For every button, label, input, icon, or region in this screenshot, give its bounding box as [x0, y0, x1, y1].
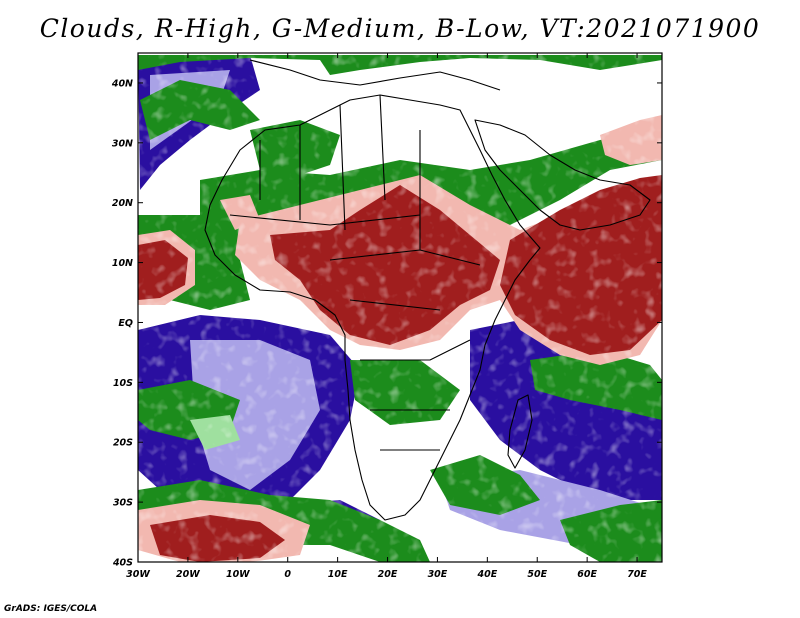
- africa-coastline: [204, 94, 541, 521]
- lon-tick-label: 70E: [627, 569, 647, 580]
- map-title: Clouds, R-High, G-Medium, B-Low, VT:2021…: [39, 14, 761, 43]
- lat-tick-label: EQ: [118, 318, 133, 329]
- cloud-field: [138, 53, 662, 562]
- lat-tick-label: 10S: [113, 378, 133, 389]
- map-frame: [137, 52, 663, 563]
- arabian-peninsula-coastline: [474, 119, 651, 231]
- axis-ticks: 30W 20W 10W 0 10E 20E 30E 40E 50E 60E 70E 40N 30N 20N…: [111, 53, 662, 580]
- country-borders: [229, 94, 481, 451]
- lat-tick-label: 40S: [112, 558, 133, 569]
- lat-tick-label: 30N: [112, 138, 133, 149]
- lat-tick-label: 40N: [111, 78, 133, 89]
- lon-tick-label: 20E: [378, 569, 398, 580]
- lat-tick-label: 20S: [113, 438, 133, 449]
- lon-tick-label: 10E: [328, 569, 348, 580]
- lon-tick-label: 30W: [126, 569, 150, 580]
- lat-tick-label: 30S: [113, 498, 133, 509]
- lon-tick-label: 50E: [527, 569, 547, 580]
- lon-tick-label: 20W: [176, 569, 200, 580]
- coastlines: [204, 59, 651, 521]
- lat-tick-label: 20N: [112, 198, 133, 209]
- lon-tick-label: 40E: [476, 569, 497, 580]
- mediterranean-coastline: [249, 59, 501, 91]
- lon-tick-label: 30E: [428, 569, 448, 580]
- madagascar-coastline: [507, 394, 533, 469]
- lon-tick-label: 60E: [577, 569, 597, 580]
- cloud-texture: [138, 53, 662, 562]
- grads-credit: GrADS: IGES/COLA: [4, 604, 98, 614]
- lon-tick-label: 10W: [226, 569, 250, 580]
- lat-tick-label: 10N: [112, 258, 133, 269]
- lon-tick-label: 0: [284, 569, 291, 580]
